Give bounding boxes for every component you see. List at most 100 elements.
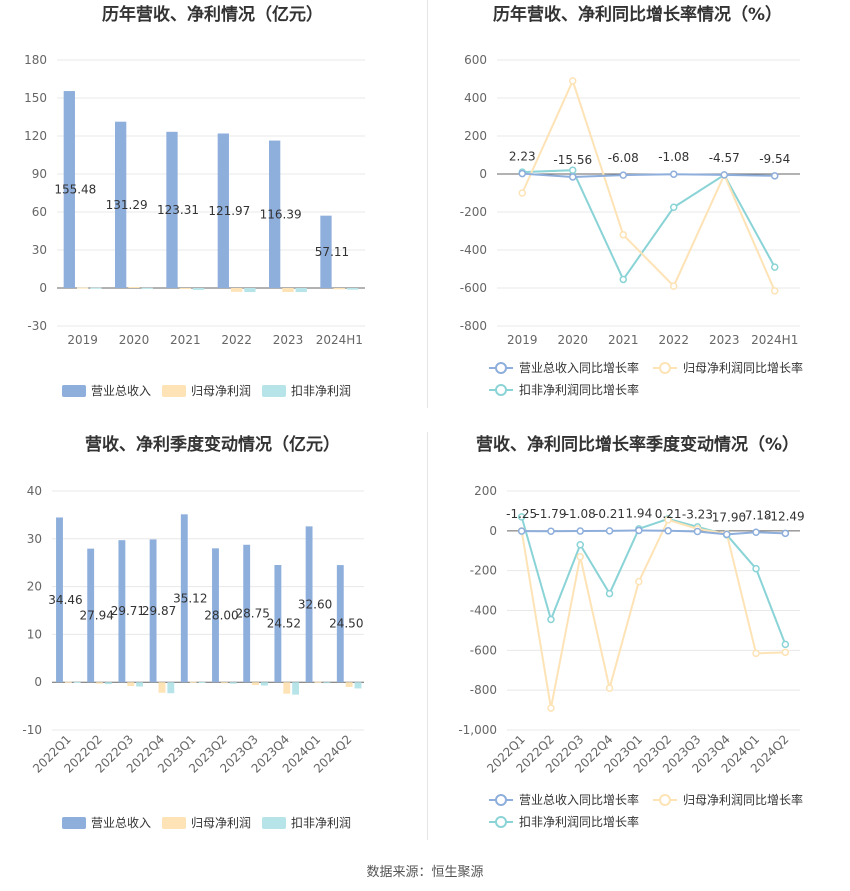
legend-label: 扣非净利润 xyxy=(291,816,351,830)
data-label: 155.48 xyxy=(54,183,96,197)
legend-swatch xyxy=(162,385,186,397)
data-point xyxy=(771,263,779,271)
bar-deducted-profit xyxy=(192,288,205,290)
data-point xyxy=(771,172,779,180)
y-tick-label: 0 xyxy=(489,524,497,538)
bar-net-profit xyxy=(96,682,103,684)
bar-revenue xyxy=(269,140,281,288)
x-tick-label: 2021 xyxy=(608,333,639,347)
bar-deducted-profit xyxy=(136,682,144,687)
data-label: 35.12 xyxy=(173,591,207,605)
data-label: -3.23 xyxy=(682,507,713,521)
data-point xyxy=(569,77,577,85)
bar-revenue xyxy=(274,564,282,683)
line-series xyxy=(521,78,776,292)
legend-swatch xyxy=(495,816,507,828)
y-tick-label: 200 xyxy=(474,484,497,498)
chart-annual-growth-rate: 历年营收、净利同比增长率情况（%） -800 -600 -400 -200 0 200 400… xyxy=(460,4,803,397)
data-point xyxy=(576,541,584,549)
line-series xyxy=(522,172,775,178)
bar-deducted-profit xyxy=(260,682,268,686)
legend-label: 归母净利润 xyxy=(191,384,251,398)
data-label: 24.50 xyxy=(329,617,363,631)
data-point xyxy=(605,527,614,535)
legend-swatch xyxy=(495,794,507,806)
data-point xyxy=(619,171,627,179)
x-tick-label: 2024H1 xyxy=(751,333,798,347)
data-label: 34.46 xyxy=(48,593,82,607)
legend-label: 归母净利润 xyxy=(191,816,251,830)
data-point xyxy=(781,648,790,657)
x-tick-label: 2023 xyxy=(273,333,304,347)
y-tick-label: 150 xyxy=(24,91,47,105)
bar-deducted-profit xyxy=(90,287,102,289)
y-tick-label: -200 xyxy=(470,564,497,578)
y-tick-label: -800 xyxy=(460,319,487,333)
x-tick-label: 2020 xyxy=(557,333,588,347)
data-label: -4.57 xyxy=(709,151,740,165)
line-series xyxy=(522,169,776,282)
data-label: 116.39 xyxy=(260,207,302,221)
data-label: -12.49 xyxy=(766,509,805,523)
data-label: 2.23 xyxy=(509,150,536,164)
legend-label: 归母净利润同比增长率 xyxy=(683,360,803,375)
bar-revenue xyxy=(56,517,63,683)
bar-deducted-profit xyxy=(292,682,300,695)
bar-revenue xyxy=(118,540,126,683)
bar-net-profit xyxy=(252,682,259,686)
chart-quarterly-growth-rate: 营收、净利同比增长率季度变动情况（%） -1,000 -800 -600 -400 -20… xyxy=(458,434,805,829)
data-label: 28.00 xyxy=(204,608,238,622)
chart-title: 营收、净利季度变动情况（亿元） xyxy=(85,434,340,455)
bar-deducted-profit xyxy=(73,681,81,683)
data-point xyxy=(781,640,790,649)
y-tick-label: -400 xyxy=(470,604,497,618)
x-tick-label: 2024H1 xyxy=(316,333,363,347)
bar-net-profit xyxy=(127,682,135,687)
legend-swatch xyxy=(659,794,671,806)
data-point xyxy=(547,527,555,535)
bar-net-profit xyxy=(333,288,345,290)
data-point xyxy=(569,173,577,181)
legend-swatch xyxy=(62,385,86,397)
data-label: 121.97 xyxy=(208,204,250,218)
data-point xyxy=(670,282,678,290)
x-tick-label: 2023 xyxy=(709,333,740,347)
y-tick-label: 10 xyxy=(27,627,42,641)
legend-swatch xyxy=(262,817,286,829)
data-label: -15.56 xyxy=(553,153,592,167)
y-tick-label: 600 xyxy=(464,53,487,67)
line-series xyxy=(520,518,786,709)
bar-deducted-profit xyxy=(323,682,331,684)
bar-revenue xyxy=(212,548,219,683)
y-tick-label: 120 xyxy=(24,129,47,143)
chart-title: 营收、净利同比增长率季度变动情况（%） xyxy=(476,434,799,455)
x-tick-label: 2019 xyxy=(67,333,98,347)
x-tick-label: 2022 xyxy=(221,333,252,347)
bar-deducted-profit xyxy=(354,682,362,689)
data-label: 0.21 xyxy=(655,507,682,521)
y-tick-label: -800 xyxy=(470,683,497,697)
y-tick-label: 200 xyxy=(464,129,487,143)
legend-label: 营业总收入 xyxy=(91,384,151,398)
bar-deducted-profit xyxy=(141,287,153,289)
data-point xyxy=(771,287,779,295)
y-tick-label: 180 xyxy=(24,53,47,67)
bar-net-profit xyxy=(230,288,243,292)
legend-label: 营业总收入同比增长率 xyxy=(519,360,639,375)
bar-revenue xyxy=(336,565,344,683)
data-label: -6.08 xyxy=(608,151,639,165)
data-point xyxy=(547,704,555,712)
y-tick-label: 40 xyxy=(27,484,42,498)
data-label: 123.31 xyxy=(157,203,199,217)
y-tick-label: -600 xyxy=(470,643,497,657)
data-label: 29.87 xyxy=(142,604,176,618)
x-tick-label: 2020 xyxy=(119,333,150,347)
line-series xyxy=(520,516,787,645)
data-point xyxy=(664,527,672,535)
chart-quarterly-revenue-profit: 营收、净利季度变动情况（亿元）-100102030402022Q12022Q22… xyxy=(22,434,364,830)
x-tick-label: 2021 xyxy=(170,333,201,347)
data-point xyxy=(569,166,577,174)
data-point xyxy=(693,527,702,536)
data-label: 1.94 xyxy=(625,506,652,520)
y-tick-label: 0 xyxy=(479,167,487,181)
